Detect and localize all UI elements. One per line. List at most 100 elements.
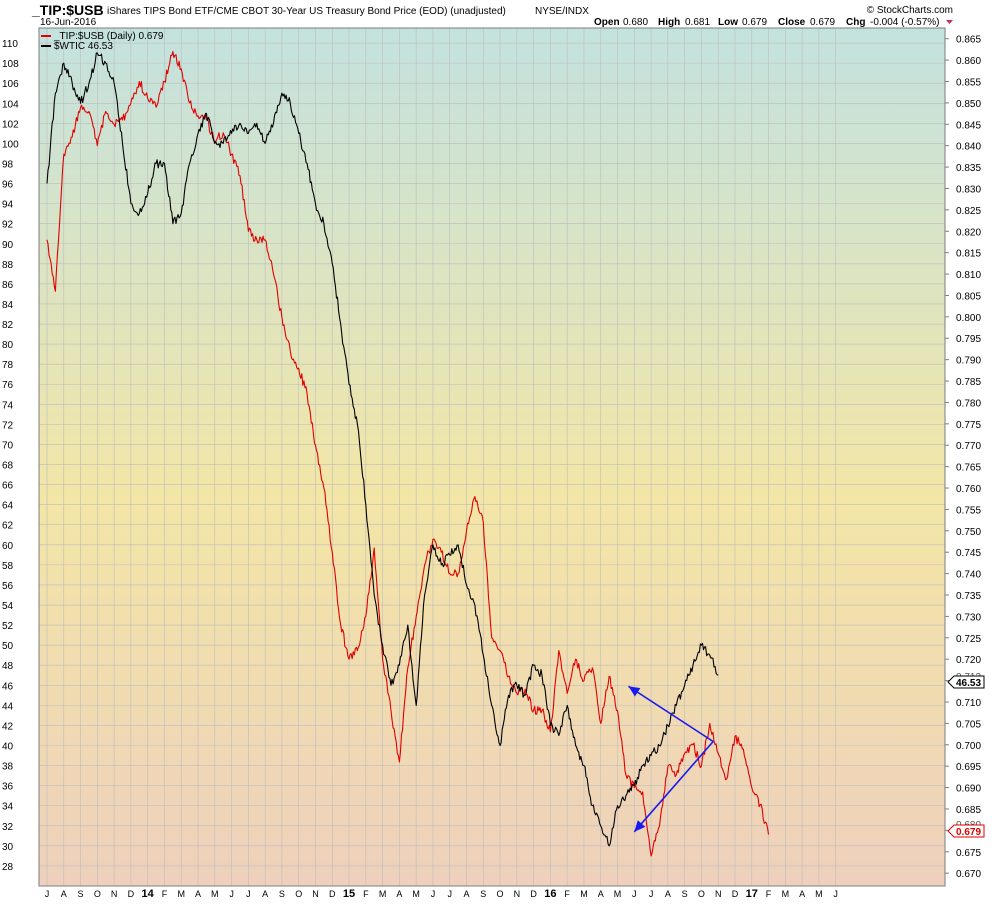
x-tick-label: M [177, 889, 185, 899]
left-tick-label: 84 [2, 300, 14, 311]
ohlc-high-label: High [658, 17, 680, 28]
left-tick-label: 92 [2, 220, 14, 231]
left-tick-label: 98 [2, 159, 14, 170]
x-tick-label: 16 [544, 888, 556, 900]
left-tick-label: 56 [2, 581, 14, 592]
x-tick-label: A [463, 889, 469, 899]
x-tick-label: F [564, 889, 570, 899]
x-tick-label: F [162, 889, 168, 899]
right-tick-label: 0.685 [956, 805, 981, 816]
annotation-arrowhead-icon [628, 686, 641, 697]
left-tick-label: 34 [2, 802, 14, 813]
x-tick-label: M [412, 889, 420, 899]
right-tick-label: 0.810 [956, 270, 981, 281]
chart-description: iShares TIPS Bond ETF/CME CBOT 30-Year U… [107, 6, 506, 17]
right-tick-label: 0.805 [956, 291, 981, 302]
right-tick-label: 0.750 [956, 527, 981, 538]
legend-wtic-label: $WTIC 46.53 [54, 41, 113, 52]
plot-background [39, 28, 945, 886]
left-tick-label: 78 [2, 360, 14, 371]
header-date: 16-Jun-2016 [40, 17, 97, 28]
x-tick-label: J [431, 889, 436, 899]
left-tick-label: 100 [2, 139, 19, 150]
x-tick-label: A [799, 889, 805, 899]
ohlc-high-value: 0.681 [685, 17, 710, 28]
annotation-layer [627, 685, 714, 833]
right-tick-label: 0.830 [956, 184, 981, 195]
ohlc-chg-value: -0.004 (-0.57%) [870, 17, 939, 28]
x-tick-label: D [732, 889, 739, 899]
series-line-ratio [46, 50, 770, 857]
x-tick-label: N [514, 889, 521, 899]
watermark: © StockCharts.com [867, 5, 953, 16]
right-tick-label: 0.835 [956, 163, 981, 174]
left-tick-label: 94 [2, 200, 14, 211]
left-tick-label: 80 [2, 340, 14, 351]
left-tick-label: 102 [2, 119, 19, 130]
x-tick-label: J [649, 889, 654, 899]
x-tick-label: A [195, 889, 201, 899]
left-tick-label: 88 [2, 260, 14, 271]
right-tick-label: 0.740 [956, 570, 981, 581]
right-tick-label: 0.690 [956, 784, 981, 795]
right-tick-label: 0.800 [956, 313, 981, 324]
left-tick-label: 72 [2, 420, 14, 431]
left-tick-label: 46 [2, 681, 14, 692]
right-tick-label: 0.705 [956, 719, 981, 730]
right-tick-label: 0.820 [956, 227, 981, 238]
x-tick-label: 15 [343, 888, 355, 900]
x-tick-label: O [295, 889, 302, 899]
x-tick-label: N [715, 889, 722, 899]
right-tick-label: 0.785 [956, 377, 981, 388]
x-tick-label: F [766, 889, 772, 899]
ohlc-low-label: Low [718, 17, 738, 28]
chart-exchange: NYSE/INDX [535, 6, 589, 17]
dropdown-triangle-icon[interactable] [946, 20, 953, 24]
x-tick-label: A [61, 889, 67, 899]
x-tick-label: S [78, 889, 84, 899]
grid-horizontal [39, 42, 945, 867]
x-tick-label: S [279, 889, 285, 899]
x-tick-label: O [497, 889, 504, 899]
left-tick-label: 42 [2, 721, 14, 732]
left-tick-label: 96 [2, 180, 14, 191]
right-tick-label: 0.695 [956, 762, 981, 773]
x-tick-label: S [480, 889, 486, 899]
ratio-value-label: 0.679 [956, 827, 981, 838]
x-tick-label: M [815, 889, 823, 899]
right-tick-label: 0.825 [956, 206, 981, 217]
series-layer [46, 50, 770, 857]
left-tick-label: 28 [2, 862, 14, 873]
left-tick-label: 68 [2, 461, 14, 472]
right-tick-label: 0.745 [956, 548, 981, 559]
right-axis: 0.865 0.860 0.855 0.850 0.845 0.840 0.835 0.830… [945, 35, 981, 880]
legend-ratio-label: _TIP:$USB (Daily) 0.679 [53, 31, 164, 42]
left-tick-label: 44 [2, 701, 14, 712]
ohlc-open-value: 0.680 [623, 17, 648, 28]
x-tick-label: M [614, 889, 622, 899]
left-tick-label: 30 [2, 842, 14, 853]
left-tick-label: 104 [2, 99, 19, 110]
ohlc-close-label: Close [778, 17, 806, 28]
x-tick-label: D [329, 889, 336, 899]
right-tick-label: 0.730 [956, 612, 981, 623]
right-tick-label: 0.790 [956, 356, 981, 367]
x-tick-label: F [363, 889, 369, 899]
x-tick-label: J [833, 889, 838, 899]
right-tick-label: 0.765 [956, 463, 981, 474]
left-tick-label: 74 [2, 400, 14, 411]
right-tick-label: 0.735 [956, 591, 981, 602]
right-tick-label: 0.720 [956, 655, 981, 666]
annotation-arrow-line [633, 740, 714, 833]
right-tick-label: 0.845 [956, 120, 981, 131]
x-axis: J A S O N D 14 F M A M J J A S O N D 15 F M A M J J A S O N D 16 F M A M J J… [45, 888, 838, 900]
left-tick-label: 66 [2, 481, 14, 492]
x-tick-label: A [665, 889, 671, 899]
x-tick-label: M [782, 889, 790, 899]
x-tick-label: J [246, 889, 251, 899]
x-tick-label: N [111, 889, 118, 899]
left-tick-label: 64 [2, 501, 14, 512]
wtic-value-tag: 0.713 46.53 [947, 672, 985, 689]
x-tick-label: 14 [142, 888, 155, 900]
ohlc-close-value: 0.679 [810, 17, 835, 28]
